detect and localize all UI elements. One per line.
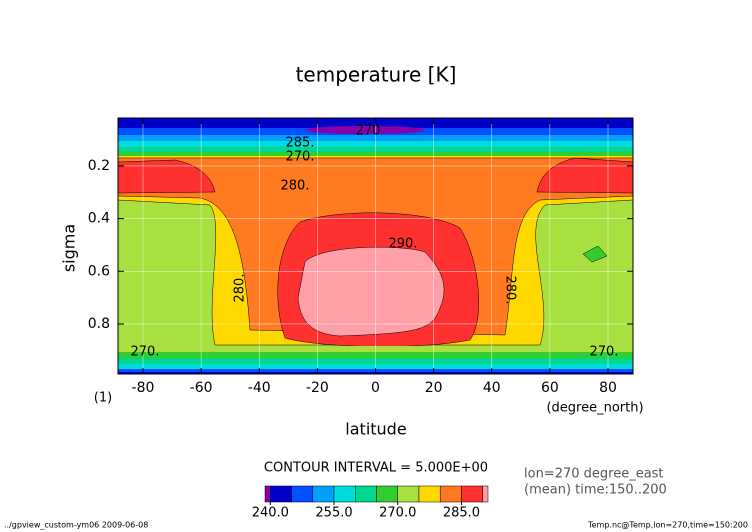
info-line: (mean) time:150..200: [524, 483, 667, 498]
grid: [118, 118, 633, 374]
colorbar-box: [418, 485, 441, 503]
contour-label: 270: [356, 124, 381, 139]
colorbar-box: [461, 485, 483, 503]
y-axis-label: sigma: [60, 224, 79, 272]
x-tick-label: -80: [132, 380, 155, 396]
colorbar-box: [270, 485, 292, 503]
y-tick-label: 0.2: [88, 158, 110, 174]
colorbar-box: [376, 485, 398, 503]
fill-285-290: [118, 157, 633, 194]
colorbar-tick-label: 240.0: [252, 506, 289, 521]
x-tick-label: 80: [599, 380, 617, 396]
contour-label: 280.: [281, 179, 310, 194]
x-tick-label: -40: [248, 380, 271, 396]
y-tick-label: 0.6: [88, 263, 110, 279]
info-line: lon=270 degree_east: [524, 467, 664, 482]
contour-label: 270.: [590, 345, 619, 360]
fill-265-270: [582, 245, 608, 263]
colorbar-box: [291, 485, 314, 503]
contour-label: 285.: [286, 136, 315, 151]
contour-label: 270.: [131, 345, 160, 360]
chart-title: temperature [K]: [296, 63, 457, 87]
colorbar-box: [397, 485, 420, 503]
footer-right: Temp.nc@Temp,lon=270,time=150:200: [587, 521, 748, 530]
x-tick-label: 20: [425, 380, 443, 396]
colorbar-tick-label: 270.0: [379, 506, 416, 521]
y-tick-label: 0.4: [88, 211, 110, 227]
x-axis-unit: (degree_north): [546, 401, 643, 416]
contour-label: 270.: [286, 150, 315, 165]
colorbar-box: [355, 485, 377, 503]
colorbar-box: [312, 485, 335, 503]
footer-left: ../gpview_custom-ym06 2009-06-08: [4, 521, 148, 530]
contour-label: 280.: [233, 274, 248, 303]
x-tick-label: -60: [190, 380, 213, 396]
colorbar-tick-label: 255.0: [315, 506, 352, 521]
x-tick-label: 40: [483, 380, 501, 396]
x-tick-label: 60: [541, 380, 559, 396]
y-tick-label: 0.8: [88, 316, 110, 332]
colorbar-box: [482, 485, 489, 503]
colorbar-tick-label: 285.0: [443, 506, 480, 521]
contour-interval: CONTOUR INTERVAL = 5.000E+00: [264, 461, 488, 476]
x-tick-label: 0: [371, 380, 380, 396]
contour-label: 280.: [503, 276, 518, 305]
colorbar-box: [264, 485, 271, 503]
fill-below-240: [305, 126, 425, 134]
x-tick-label: -20: [306, 380, 329, 396]
x-axis-label: latitude: [345, 420, 406, 439]
colorbar-box: [333, 485, 356, 503]
fill-290-plus: [297, 246, 445, 337]
colorbar-box: [439, 485, 462, 503]
panel-label: (1): [94, 391, 112, 406]
contour-label: 290.: [389, 237, 418, 252]
